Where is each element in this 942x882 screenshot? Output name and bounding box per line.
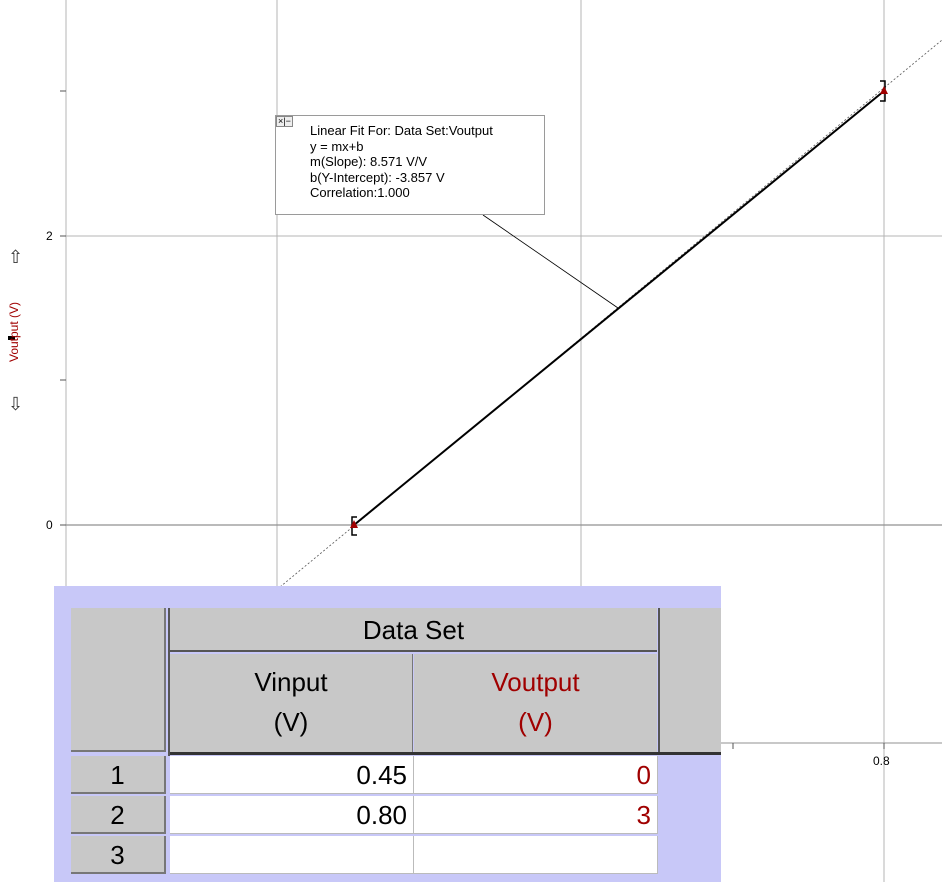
row-header-3[interactable]: 3	[71, 836, 166, 874]
cell-vinput-1[interactable]: 0.45	[170, 756, 414, 794]
fit-box-leader	[482, 214, 619, 309]
fit-box-controls[interactable]: ×|−	[276, 116, 293, 127]
axis-marker	[8, 336, 15, 340]
data-table: Data Set Vinput (V) Voutput (V) 1 0.45 0…	[54, 586, 721, 882]
col1-name: Vinput	[254, 667, 328, 697]
fit-intercept: b(Y-Intercept): -3.857 V	[310, 169, 445, 185]
cell-vinput-2[interactable]: 0.80	[170, 796, 414, 834]
y-tick-label-0: 0	[46, 518, 53, 532]
col2-name: Voutput	[491, 667, 580, 697]
y-tick-label-2: 2	[46, 229, 53, 243]
header-divider	[170, 752, 721, 755]
data-point-1	[350, 520, 358, 528]
data-point-2	[880, 86, 888, 94]
y-axis-title-text: Voutput (V)	[7, 301, 21, 363]
scale-down-arrow-icon[interactable]: ⇩	[8, 394, 24, 414]
cell-vinput-3[interactable]	[170, 836, 414, 874]
fit-box-text: Linear Fit For: Data Set:Voutput y = mx+…	[310, 123, 493, 201]
cell-voutput-3[interactable]	[414, 836, 658, 874]
linear-fit-box[interactable]: ×|− Linear Fit For: Data Set:Voutput y =…	[275, 115, 545, 215]
fit-line	[353, 90, 885, 526]
scale-up-arrow-icon[interactable]: ⇧	[8, 247, 24, 267]
fit-title: Linear Fit For: Data Set:Voutput	[310, 123, 493, 138]
col2-unit: (V)	[518, 707, 553, 737]
fit-equation: y = mx+b	[310, 138, 364, 154]
cell-voutput-1[interactable]: 0	[414, 756, 658, 794]
table-corner	[71, 608, 166, 752]
fit-correlation: Correlation:1.000	[310, 185, 410, 200]
group-header: Data Set	[170, 608, 657, 652]
table-divider	[168, 608, 170, 756]
column-header-vinput[interactable]: Vinput (V)	[170, 654, 413, 752]
col1-unit: (V)	[273, 707, 309, 737]
row-header-2[interactable]: 2	[71, 796, 166, 834]
x-tick-label-0.8: 0.8	[873, 754, 890, 768]
row-header-1[interactable]: 1	[71, 756, 166, 794]
column-header-voutput[interactable]: Voutput (V)	[414, 654, 657, 752]
empty-column-header	[658, 608, 721, 752]
fit-slope: m(Slope): 8.571 V/V	[310, 154, 428, 169]
y-axis-title[interactable]: Voutput (V)	[2, 287, 26, 377]
cell-voutput-2[interactable]: 3	[414, 796, 658, 834]
